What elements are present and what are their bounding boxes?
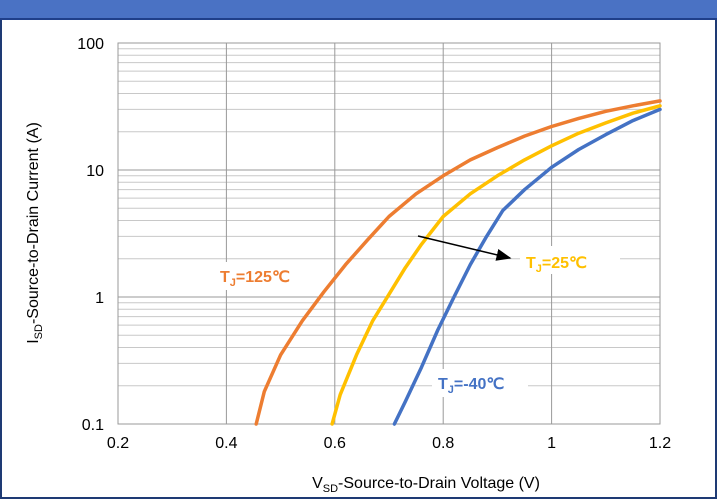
label-bg-25 xyxy=(520,246,620,274)
label-bg-40 xyxy=(432,369,528,397)
y-tick-labels: 0.1 1 10 100 xyxy=(77,36,104,434)
x-tick-label: 1.2 xyxy=(649,435,671,452)
x-tick-label: 0.4 xyxy=(215,435,237,452)
x-tick-label: 1 xyxy=(547,435,556,452)
major-gridlines xyxy=(117,42,661,425)
y-tick-label: 0.1 xyxy=(82,417,104,434)
series-label-neg40: TJ=-40℃ xyxy=(438,376,504,396)
chart-border xyxy=(0,20,717,499)
annotation-arrow xyxy=(417,235,512,261)
series-line-1 xyxy=(330,104,662,426)
label-bg-125 xyxy=(214,262,318,290)
series-lines xyxy=(254,99,662,426)
y-tick-label: 100 xyxy=(77,36,104,53)
x-tick-label: 0.2 xyxy=(107,435,129,452)
series-line-0 xyxy=(254,99,662,426)
minor-gridlines xyxy=(118,48,660,387)
plot-area-border xyxy=(117,42,661,425)
x-tick-label: 0.6 xyxy=(324,435,346,452)
window-top-bar xyxy=(0,0,717,20)
series-label-25: TJ=25℃ xyxy=(526,255,587,275)
series-line-2 xyxy=(392,107,662,426)
y-tick-label: 1 xyxy=(95,290,104,307)
x-tick-labels: 0.2 0.4 0.6 0.8 1 1.2 xyxy=(107,435,671,452)
y-axis-title: ISD-Source-to-Drain Current (A) xyxy=(25,122,45,344)
y-tick-label: 10 xyxy=(86,163,104,180)
series-label-125: TJ=125℃ xyxy=(220,269,290,289)
x-axis-title: VSD-Source-to-Drain Voltage (V) xyxy=(312,475,540,495)
x-tick-label: 0.8 xyxy=(432,435,454,452)
